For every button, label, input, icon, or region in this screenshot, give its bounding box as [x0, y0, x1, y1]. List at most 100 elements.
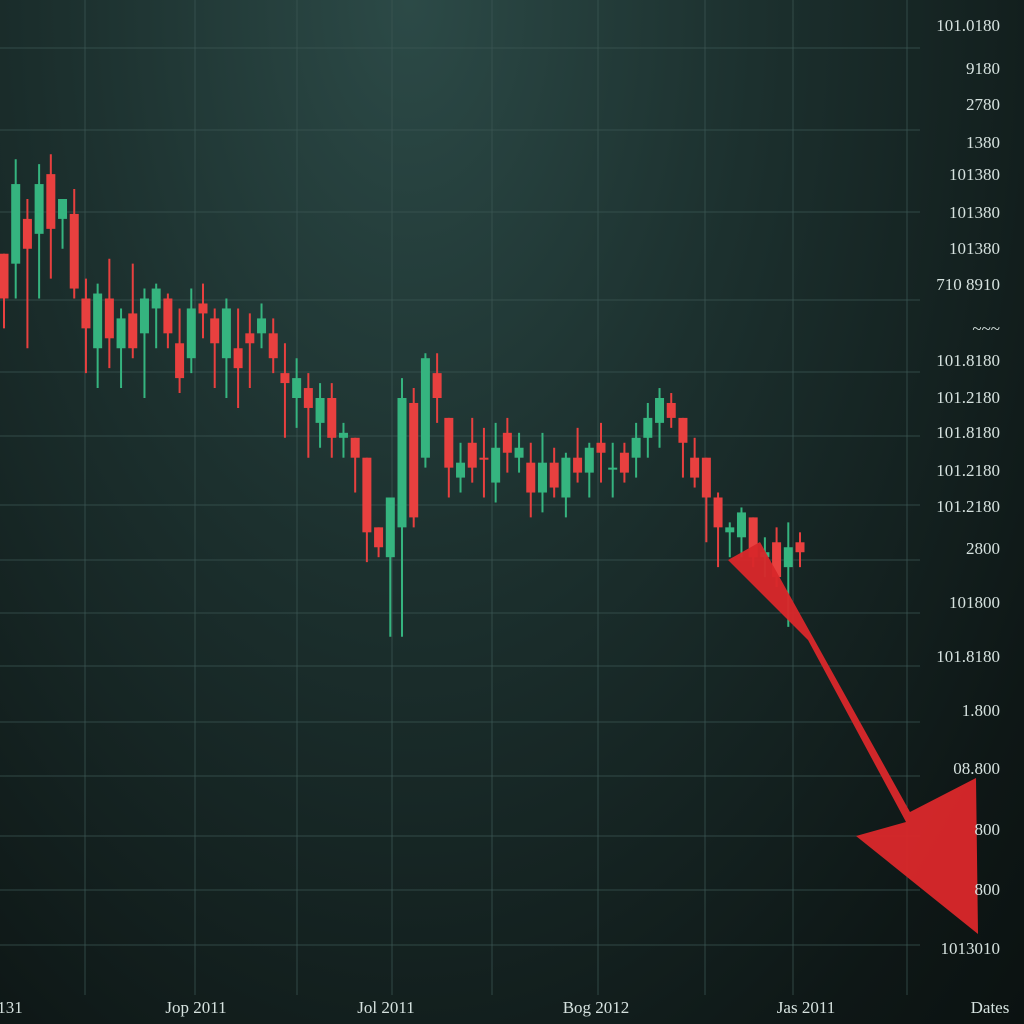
candle-body [783, 547, 793, 568]
candle-body [257, 318, 267, 334]
candle-body [526, 462, 536, 493]
candle [549, 447, 559, 498]
candle [0, 253, 9, 329]
candle-body [151, 288, 161, 309]
candle-body [221, 308, 231, 359]
candle-body [467, 442, 477, 468]
y-tick-label: 101380 [949, 203, 1000, 222]
x-axis-tick-labels: 131 Jop 2011 Jol 2011 Bog 2012 Jas 2011 Dates [0, 998, 1009, 1017]
candle-body [795, 542, 805, 553]
candle-body [374, 527, 384, 548]
y-tick-label: 2800 [966, 539, 1000, 558]
candle-body [608, 467, 618, 470]
candle [46, 154, 56, 279]
candle [81, 278, 91, 374]
candle-body [409, 402, 419, 518]
candle [175, 308, 185, 394]
down-trend-arrow-icon [728, 542, 978, 934]
candle [444, 417, 454, 498]
candle-body [690, 457, 700, 478]
candle-body [280, 373, 290, 384]
candle [795, 532, 805, 568]
y-tick-label: 101380 [949, 165, 1000, 184]
y-tick-label: 101800 [949, 593, 1000, 612]
candle-body [362, 457, 372, 533]
candle-body [596, 442, 606, 453]
candle [104, 258, 114, 369]
candle-body [245, 333, 255, 344]
candle [198, 283, 208, 339]
y-tick-label: 101.2180 [936, 461, 1000, 480]
candle [327, 383, 337, 458]
candle-body [432, 373, 442, 398]
candle-body [34, 184, 44, 234]
candle-body [81, 298, 91, 329]
y-tick-label: 101.2180 [936, 497, 1000, 516]
candle-body [11, 184, 21, 264]
candle-body [128, 313, 138, 349]
candle [292, 358, 302, 428]
candle-body [584, 447, 594, 473]
candle-body [0, 253, 9, 299]
candle-body [22, 218, 32, 249]
candle-body [104, 298, 114, 339]
candle-body [561, 457, 571, 498]
candle-body [268, 333, 278, 359]
candle-body [350, 437, 360, 458]
candle [69, 189, 79, 299]
grid [0, 0, 920, 995]
y-tick-label: 1013010 [941, 939, 1001, 958]
candle [128, 263, 138, 359]
y-tick-label: 710 8910 [936, 275, 1000, 294]
candle-body [666, 402, 676, 418]
candle [514, 432, 524, 473]
candle [350, 437, 360, 493]
candle [491, 422, 501, 503]
candle [139, 288, 149, 398]
candle [608, 442, 618, 498]
candle-body [748, 517, 758, 558]
candle-body [643, 417, 653, 438]
x-tick-label: Jol 2011 [357, 998, 414, 1017]
candle-body [163, 298, 173, 334]
candle [736, 507, 746, 558]
candle-body [456, 462, 466, 478]
y-tick-label: 1380 [966, 133, 1000, 152]
candle-body [514, 447, 524, 458]
candle [186, 288, 196, 374]
y-axis-tick-labels: 101.0180 9180 2780 1380 101380 101380 101380 71… [936, 16, 1000, 958]
candle-body [573, 457, 583, 473]
candle-body [549, 462, 559, 488]
y-tick-label: 08.800 [953, 759, 1000, 778]
candle-body [444, 417, 454, 468]
candle [338, 422, 348, 458]
candle [409, 388, 419, 528]
candle [619, 442, 629, 483]
candle-body [338, 432, 348, 438]
candle [34, 164, 44, 299]
candle [116, 308, 126, 389]
y-tick-label: 2780 [966, 95, 1000, 114]
candle-body [116, 318, 126, 349]
x-tick-label: Jas 2011 [777, 998, 835, 1017]
candle-body [303, 388, 313, 408]
candle [245, 313, 255, 389]
candle-body [315, 398, 325, 423]
candle-body [58, 199, 68, 219]
candle [537, 432, 547, 513]
candle-body [198, 303, 208, 314]
candle [210, 308, 220, 389]
candle [93, 283, 103, 389]
candle-body [736, 512, 746, 538]
candle [374, 527, 384, 558]
y-tick-label: 101.0180 [936, 16, 1000, 35]
candle [58, 199, 68, 249]
y-tick-label: 101380 [949, 239, 1000, 258]
candle [257, 303, 267, 349]
candle-body [139, 298, 149, 334]
candle [701, 457, 711, 543]
candle [303, 373, 313, 458]
candle [233, 308, 243, 408]
candle-body [631, 437, 641, 458]
